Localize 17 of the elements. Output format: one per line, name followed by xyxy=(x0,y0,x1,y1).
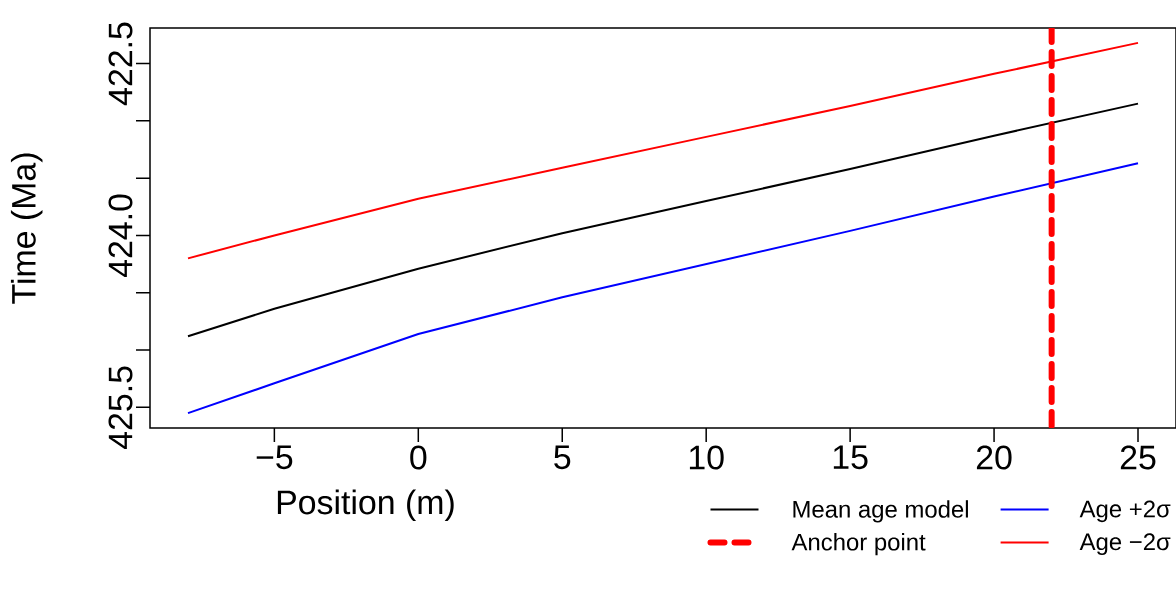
x-tick-label: 15 xyxy=(833,445,868,470)
x-tick-label: 0 xyxy=(410,445,427,470)
legend-label: Age −2σ xyxy=(1079,533,1171,555)
x-axis-title: Position (m) xyxy=(277,489,454,522)
y-tick-label: 425.5 xyxy=(108,366,133,449)
y-tick-label: 422.5 xyxy=(108,22,133,106)
x-tick-label: 20 xyxy=(976,445,1012,470)
legend-label: Anchor point xyxy=(791,533,926,556)
y-axis-title: Time (Ma) xyxy=(10,153,43,304)
x-tick-label: 5 xyxy=(554,445,571,470)
legend-label: Age +2σ xyxy=(1079,500,1171,523)
legend-label: Mean age model xyxy=(793,500,968,523)
x-tick-label: 25 xyxy=(1120,445,1156,470)
x-tick-label: −5 xyxy=(256,445,293,470)
x-tick-label: 10 xyxy=(689,445,724,470)
y-tick-label: 424.0 xyxy=(108,194,133,278)
line-series xyxy=(187,102,1139,338)
